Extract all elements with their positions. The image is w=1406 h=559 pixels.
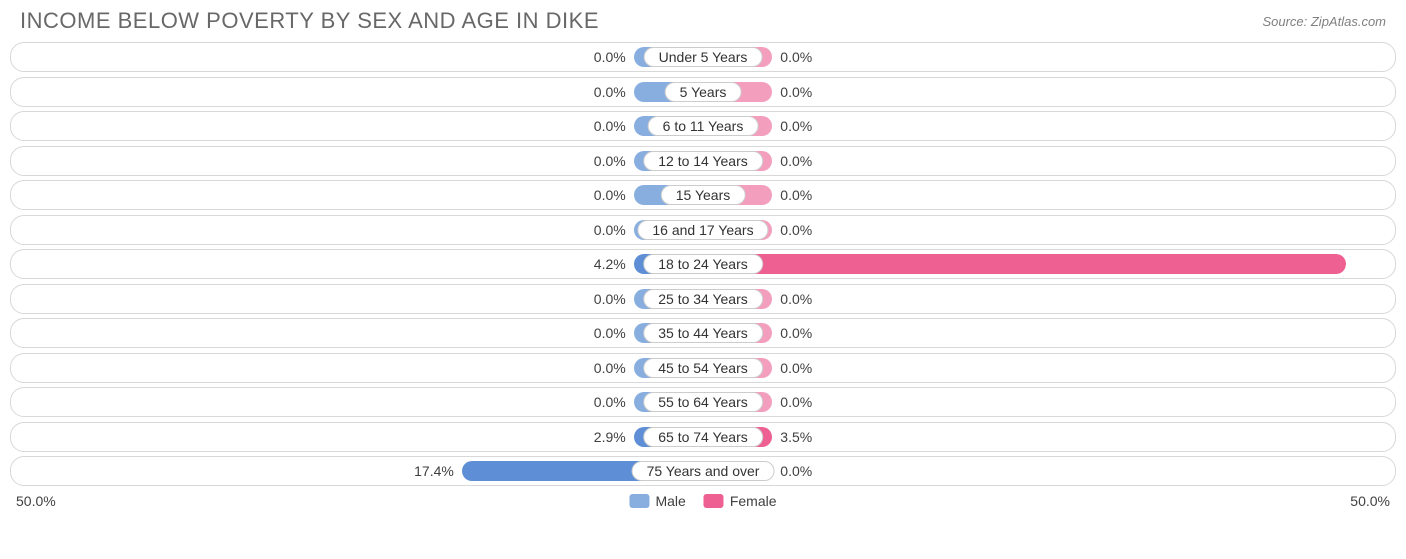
- category-pill: 18 to 24 Years: [643, 254, 763, 274]
- chart-row: 0.0% 0.0% 55 to 64 Years: [10, 387, 1396, 417]
- value-label-female: 3.5%: [780, 423, 812, 451]
- bar-female: [703, 254, 1346, 274]
- legend-label: Female: [730, 493, 777, 509]
- value-label-female: 0.0%: [780, 112, 812, 140]
- chart-row: 0.0% 0.0% 12 to 14 Years: [10, 146, 1396, 176]
- legend-label: Male: [655, 493, 685, 509]
- category-pill: 12 to 14 Years: [643, 151, 763, 171]
- legend: Male Female: [629, 493, 776, 509]
- category-pill: 6 to 11 Years: [648, 116, 759, 136]
- chart-source: Source: ZipAtlas.com: [1262, 14, 1386, 29]
- chart-row: 17.4% 0.0%75 Years and over: [10, 456, 1396, 486]
- value-label-male: 17.4%: [414, 457, 454, 485]
- chart-row: 0.0% 0.0% 15 Years: [10, 180, 1396, 210]
- value-label-male: 0.0%: [594, 181, 626, 209]
- value-label-male: 0.0%: [594, 78, 626, 106]
- chart-title: INCOME BELOW POVERTY BY SEX AND AGE IN D…: [20, 8, 599, 34]
- chart-row: 2.9% 3.5% 65 to 74 Years: [10, 422, 1396, 452]
- value-label-female: 0.0%: [780, 216, 812, 244]
- value-label-male: 0.0%: [594, 319, 626, 347]
- value-label-male: 0.0%: [594, 388, 626, 416]
- value-label-male: 0.0%: [594, 216, 626, 244]
- category-pill: Under 5 Years: [644, 47, 763, 67]
- chart-row: 0.0% 0.0% 45 to 54 Years: [10, 353, 1396, 383]
- legend-item: Male: [629, 493, 685, 509]
- chart-footer: 50.0% Male Female 50.0%: [0, 491, 1406, 517]
- value-label-male: 0.0%: [594, 112, 626, 140]
- category-pill: 75 Years and over: [632, 461, 775, 481]
- value-label-male: 0.0%: [594, 43, 626, 71]
- value-label-male: 0.0%: [594, 285, 626, 313]
- value-label-male: 0.0%: [594, 354, 626, 382]
- value-label-female: 0.0%: [780, 78, 812, 106]
- value-label-female: 46.4%: [1345, 250, 1385, 278]
- chart-row: 0.0% 0.0% 5 Years: [10, 77, 1396, 107]
- value-label-female: 0.0%: [780, 147, 812, 175]
- category-pill: 16 and 17 Years: [637, 220, 768, 240]
- axis-label-left: 50.0%: [16, 493, 56, 509]
- value-label-male: 0.0%: [594, 147, 626, 175]
- chart-row: 4.2% 46.4% 18 to 24 Years: [10, 249, 1396, 279]
- chart-row: 0.0% 0.0% 35 to 44 Years: [10, 318, 1396, 348]
- value-label-female: 0.0%: [780, 388, 812, 416]
- axis-label-right: 50.0%: [1350, 493, 1390, 509]
- chart-row: 0.0% 0.0% 6 to 11 Years: [10, 111, 1396, 141]
- legend-item: Female: [704, 493, 777, 509]
- value-label-male: 2.9%: [594, 423, 626, 451]
- chart-row: 0.0% 0.0% 16 and 17 Years: [10, 215, 1396, 245]
- chart-header: INCOME BELOW POVERTY BY SEX AND AGE IN D…: [0, 0, 1406, 38]
- legend-swatch: [704, 494, 724, 508]
- category-pill: 25 to 34 Years: [643, 289, 763, 309]
- category-pill: 5 Years: [665, 82, 742, 102]
- value-label-female: 0.0%: [780, 319, 812, 347]
- value-label-male: 4.2%: [594, 250, 626, 278]
- value-label-female: 0.0%: [780, 285, 812, 313]
- value-label-female: 0.0%: [780, 354, 812, 382]
- value-label-female: 0.0%: [780, 457, 812, 485]
- category-pill: 55 to 64 Years: [643, 392, 763, 412]
- category-pill: 35 to 44 Years: [643, 323, 763, 343]
- value-label-female: 0.0%: [780, 181, 812, 209]
- value-label-female: 0.0%: [780, 43, 812, 71]
- category-pill: 15 Years: [661, 185, 746, 205]
- chart-area: 0.0%0.0%Under 5 Years0.0%0.0%5 Years0.0%…: [0, 38, 1406, 486]
- chart-row: 0.0% 0.0% Under 5 Years: [10, 42, 1396, 72]
- chart-row: 0.0% 0.0% 25 to 34 Years: [10, 284, 1396, 314]
- legend-swatch: [629, 494, 649, 508]
- category-pill: 45 to 54 Years: [643, 358, 763, 378]
- category-pill: 65 to 74 Years: [643, 427, 763, 447]
